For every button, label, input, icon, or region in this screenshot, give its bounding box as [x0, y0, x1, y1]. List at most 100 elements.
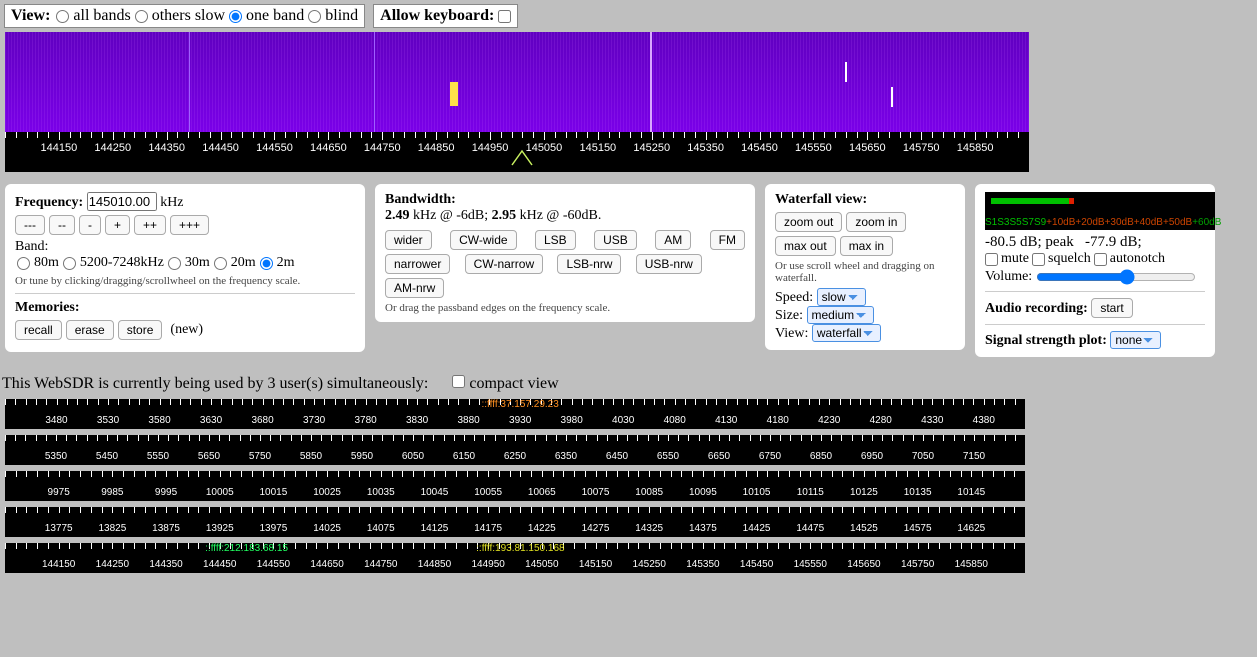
- waterfall-main[interactable]: 1441501442501443501444501445501446501447…: [5, 32, 1029, 172]
- overview-freq-label: 10115: [797, 487, 824, 498]
- memory-recall-button[interactable]: recall: [15, 320, 62, 340]
- view-label: View:: [11, 7, 50, 25]
- bandwidth-wider-button[interactable]: wider: [385, 230, 432, 250]
- bandwidth-lsb-nrw-button[interactable]: LSB-nrw: [557, 254, 621, 274]
- overview-freq-label: 5650: [198, 451, 220, 462]
- bandwidth-cw-wide-button[interactable]: CW-wide: [450, 230, 516, 250]
- frequency-input[interactable]: [87, 192, 157, 211]
- bandwidth-cw-narrow-button[interactable]: CW-narrow: [465, 254, 543, 274]
- bandwidth-lsb-button[interactable]: LSB: [535, 230, 576, 250]
- bandwidth-title: Bandwidth:: [385, 192, 456, 207]
- s-meter-scale-label: S3: [997, 217, 1009, 228]
- band-option-label: 2m: [277, 255, 295, 271]
- freq-step-button[interactable]: +: [105, 215, 130, 235]
- waterfall-spectrum[interactable]: [5, 32, 1029, 132]
- signal-peak: [845, 62, 847, 82]
- volume-slider[interactable]: [1036, 269, 1196, 285]
- overview-freq-label: 14175: [474, 523, 502, 534]
- speed-select[interactable]: slow: [817, 288, 866, 306]
- overview-freq-label: 10035: [367, 487, 395, 498]
- overview-freq-label: 14575: [904, 523, 932, 534]
- overview-freq-label: 6650: [708, 451, 730, 462]
- overview-freq-label: 144650: [310, 559, 343, 570]
- size-select[interactable]: medium: [807, 306, 874, 324]
- max-out-button[interactable]: max out: [775, 236, 836, 256]
- band-radio-80m[interactable]: [17, 257, 30, 270]
- ruler-label: 144850: [418, 142, 455, 154]
- overview-freq-label: 144950: [471, 559, 504, 570]
- ruler-label: 144350: [148, 142, 185, 154]
- overview-freq-label: 145350: [686, 559, 719, 570]
- freq-step-button[interactable]: --: [49, 215, 75, 235]
- max-in-button[interactable]: max in: [840, 236, 893, 256]
- bandwidth-usb-button[interactable]: USB: [594, 230, 637, 250]
- view-radio-all-bands[interactable]: [56, 10, 69, 23]
- freq-step-button[interactable]: +++: [170, 215, 209, 235]
- overview-freq-label: 10065: [528, 487, 556, 498]
- ruler-label: 145250: [633, 142, 670, 154]
- overview-freq-label: 145050: [525, 559, 558, 570]
- mute-label: mute: [1001, 251, 1029, 267]
- overview-freq-label: 3980: [561, 415, 583, 426]
- autonotch-checkbox[interactable]: [1094, 253, 1107, 266]
- freq-step-button[interactable]: ---: [15, 215, 45, 235]
- freq-step-button[interactable]: ++: [134, 215, 166, 235]
- signal-peak: -77.9 dB;: [1085, 234, 1142, 250]
- mute-checkbox[interactable]: [985, 253, 998, 266]
- overview-freq-label: 4130: [715, 415, 737, 426]
- bw-unit-2: kHz @ -60dB.: [520, 208, 602, 223]
- recording-label: Audio recording:: [985, 301, 1088, 316]
- compact-view-checkbox[interactable]: [452, 375, 465, 388]
- bandwidth-usb-nrw-button[interactable]: USB-nrw: [636, 254, 702, 274]
- squelch-checkbox[interactable]: [1032, 253, 1045, 266]
- overview-freq-label: 10055: [474, 487, 502, 498]
- ruler-label: 144550: [256, 142, 293, 154]
- tune-marker[interactable]: [510, 147, 534, 172]
- bw-val-2: 2.95: [492, 208, 517, 223]
- band-radio-5200-7248kHz[interactable]: [63, 257, 76, 270]
- band-overview[interactable]: 1441501442501443501444501445501446501447…: [5, 543, 1025, 573]
- bandwidth-narrower-button[interactable]: narrower: [385, 254, 450, 274]
- bandwidth-fm-button[interactable]: FM: [710, 230, 745, 250]
- band-radio-2m[interactable]: [260, 257, 273, 270]
- plot-select[interactable]: none: [1110, 331, 1161, 349]
- ruler-label: 145350: [687, 142, 724, 154]
- record-start-button[interactable]: start: [1091, 298, 1132, 318]
- signal-peak: [450, 82, 458, 106]
- wfview-view-select[interactable]: waterfall: [812, 324, 881, 342]
- band-overview[interactable]: 5350545055505650575058505950605061506250…: [5, 435, 1025, 465]
- overview-freq-label: 6150: [453, 451, 475, 462]
- s-meter-scale-label: +60dB: [1192, 217, 1221, 228]
- view-radio-others-slow[interactable]: [135, 10, 148, 23]
- band-radio-20m[interactable]: [214, 257, 227, 270]
- ruler-label: 144750: [364, 142, 401, 154]
- overview-freq-label: 3730: [303, 415, 325, 426]
- view-radio-one-band[interactable]: [229, 10, 242, 23]
- zoom-in-button[interactable]: zoom in: [846, 212, 906, 232]
- frequency-ruler[interactable]: 1441501442501443501444501445501446501447…: [5, 132, 1029, 172]
- overview-freq-label: 13825: [98, 523, 126, 534]
- overview-freq-label: 10085: [635, 487, 663, 498]
- memory-store-button[interactable]: store: [118, 320, 163, 340]
- band-overview[interactable]: 9975998599951000510015100251003510045100…: [5, 471, 1025, 501]
- memory-erase-button[interactable]: erase: [66, 320, 114, 340]
- bandwidth-am-nrw-button[interactable]: AM-nrw: [385, 278, 444, 298]
- band-option-label: 20m: [231, 255, 256, 271]
- overview-freq-label: 14025: [313, 523, 341, 534]
- band-radio-30m[interactable]: [168, 257, 181, 270]
- zoom-out-button[interactable]: zoom out: [775, 212, 842, 232]
- band-option-label: 5200-7248kHz: [80, 255, 164, 271]
- band-overview[interactable]: 1377513825138751392513975140251407514125…: [5, 507, 1025, 537]
- overview-freq-label: 10095: [689, 487, 717, 498]
- overview-freq-label: 3880: [458, 415, 480, 426]
- freq-step-button[interactable]: -: [79, 215, 101, 235]
- view-radio-blind[interactable]: [308, 10, 321, 23]
- signal-current: -80.5 dB; peak: [985, 234, 1074, 250]
- band-overview[interactable]: 3480353035803630368037303780383038803930…: [5, 399, 1025, 429]
- bandwidth-am-button[interactable]: AM: [655, 230, 691, 250]
- overview-freq-label: 5350: [45, 451, 67, 462]
- keyboard-checkbox[interactable]: [498, 10, 511, 23]
- ruler-label: 144150: [41, 142, 78, 154]
- overview-freq-label: 145750: [901, 559, 934, 570]
- s-meter-scale-label: +30dB: [1105, 217, 1134, 228]
